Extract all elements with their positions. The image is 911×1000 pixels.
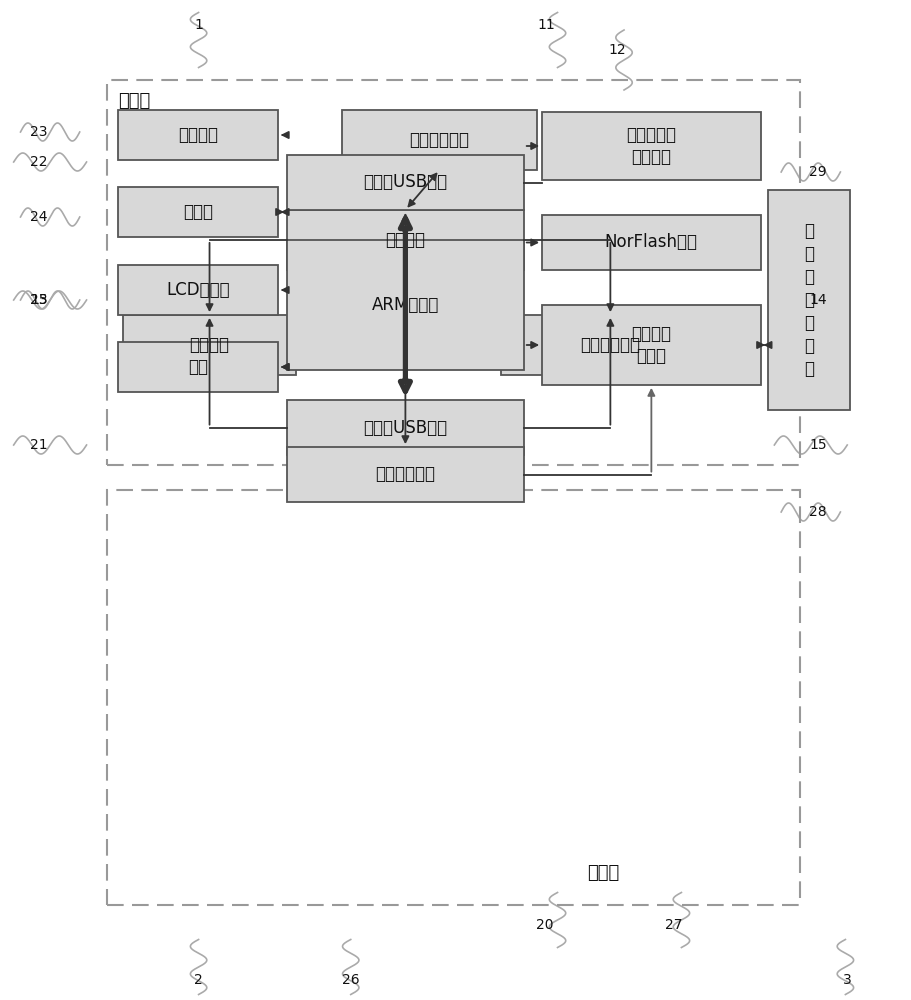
- Text: 26: 26: [342, 973, 360, 987]
- Text: 存储模块: 存储模块: [189, 336, 230, 354]
- Text: 28: 28: [809, 505, 827, 519]
- Text: 上位机: 上位机: [118, 92, 150, 110]
- Text: 数据处理模块: 数据处理模块: [580, 336, 640, 354]
- FancyBboxPatch shape: [118, 110, 278, 160]
- Text: 13: 13: [30, 293, 48, 307]
- FancyBboxPatch shape: [768, 190, 850, 410]
- Text: 15: 15: [809, 438, 827, 452]
- Text: 存储器: 存储器: [183, 203, 213, 221]
- FancyBboxPatch shape: [287, 447, 524, 502]
- Text: 22: 22: [30, 155, 48, 169]
- Text: 27: 27: [665, 918, 683, 932]
- Text: 23: 23: [30, 125, 48, 139]
- Text: 14: 14: [809, 293, 827, 307]
- Text: 传感器输
入模块: 传感器输 入模块: [631, 325, 671, 365]
- Text: LCD显示屏: LCD显示屏: [167, 281, 230, 299]
- FancyBboxPatch shape: [542, 305, 761, 385]
- FancyBboxPatch shape: [287, 210, 524, 270]
- Bar: [107, 80, 800, 465]
- Text: 键盘: 键盘: [189, 358, 208, 376]
- Bar: [107, 490, 800, 905]
- FancyBboxPatch shape: [118, 342, 278, 392]
- Text: 查询模块: 查询模块: [385, 231, 425, 249]
- Text: 24: 24: [30, 210, 48, 224]
- Text: 变
压
器
有
载
开
关: 变 压 器 有 载 开 关: [804, 222, 814, 378]
- FancyBboxPatch shape: [342, 110, 537, 170]
- Text: NorFlash闪存: NorFlash闪存: [605, 233, 698, 251]
- Text: ARM处理器: ARM处理器: [372, 296, 439, 314]
- Text: 信号处理电路: 信号处理电路: [375, 466, 435, 484]
- Text: 25: 25: [30, 293, 48, 307]
- Text: 测试界面模块: 测试界面模块: [410, 131, 469, 149]
- Text: 3: 3: [843, 973, 852, 987]
- Text: 21: 21: [30, 438, 48, 452]
- FancyBboxPatch shape: [542, 215, 761, 270]
- FancyBboxPatch shape: [287, 155, 524, 210]
- FancyBboxPatch shape: [287, 240, 524, 370]
- FancyBboxPatch shape: [118, 187, 278, 237]
- Text: 同步动态随
机存储器: 同步动态随 机存储器: [627, 126, 676, 166]
- FancyBboxPatch shape: [287, 400, 524, 455]
- Text: 12: 12: [609, 43, 627, 57]
- FancyBboxPatch shape: [123, 315, 296, 375]
- FancyBboxPatch shape: [542, 112, 761, 180]
- Text: 29: 29: [809, 165, 827, 179]
- Text: 1: 1: [194, 18, 203, 32]
- Text: 上位机USB模块: 上位机USB模块: [363, 418, 447, 436]
- Text: 2: 2: [194, 973, 203, 987]
- Text: 下位机USB模块: 下位机USB模块: [363, 174, 447, 192]
- Text: 20: 20: [536, 918, 554, 932]
- Text: 电源模块: 电源模块: [179, 126, 218, 144]
- FancyBboxPatch shape: [501, 315, 720, 375]
- FancyBboxPatch shape: [118, 265, 278, 315]
- Text: 下位机: 下位机: [588, 864, 619, 882]
- Text: 11: 11: [537, 18, 556, 32]
